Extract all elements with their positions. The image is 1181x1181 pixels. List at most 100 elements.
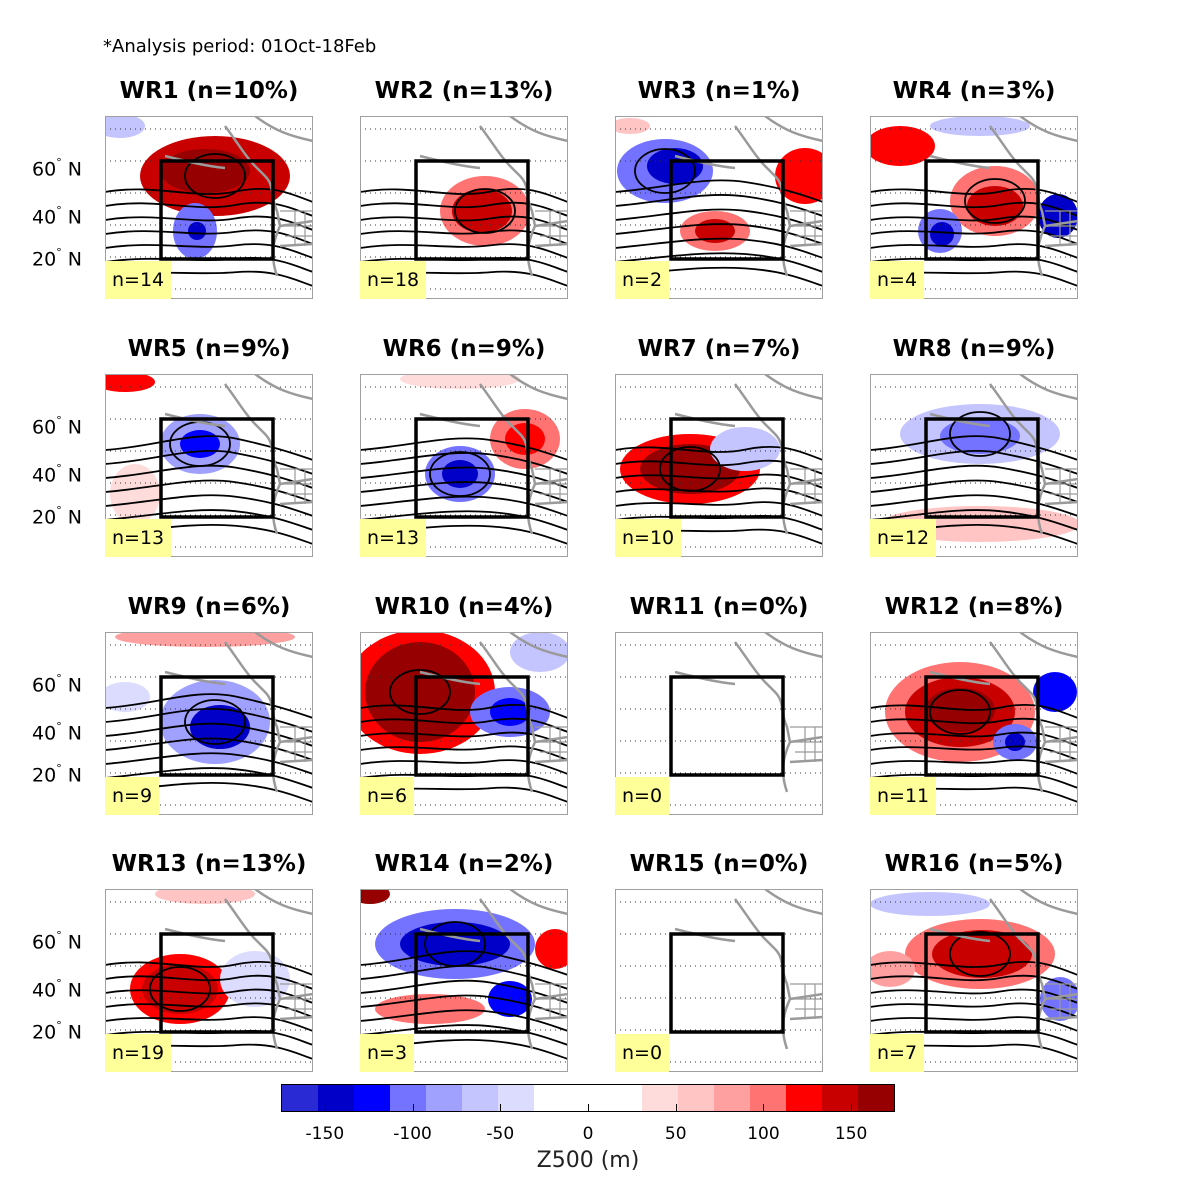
height-contour: [870, 479, 1078, 503]
colorbar-tick-label: 50: [664, 1124, 687, 1144]
colorbar-tick-label: 150: [834, 1124, 868, 1144]
count-badge: n=0: [615, 1034, 670, 1072]
colorbar-tick-label: -100: [393, 1124, 432, 1144]
height-contour: [360, 965, 568, 990]
regime-panel: WR15 (n=0%) n=0: [615, 851, 823, 1072]
state-borders: [535, 210, 568, 246]
state-borders: [1045, 726, 1078, 762]
height-contour: [615, 179, 823, 203]
panel-title: WR2 (n=13%): [374, 78, 554, 104]
state-borders: [535, 983, 568, 1019]
height-contour: [105, 974, 313, 990]
panel-title: WR13 (n=13%): [111, 851, 307, 877]
latitude-label: 40° N: [32, 977, 82, 1002]
anomaly-shading: [870, 892, 1078, 1021]
latitude-label: 20° N: [32, 246, 82, 271]
regime-panel: WR8 (n=9%) n=12: [870, 336, 1078, 557]
height-contour: [615, 445, 823, 461]
colorbar-tick-mark: [412, 1104, 414, 1112]
state-borders: [1045, 468, 1078, 504]
height-contour: [870, 450, 1078, 475]
latitude-label: 60° N: [32, 414, 82, 439]
colorbar-cell: [714, 1085, 750, 1111]
height-contour: [634, 148, 696, 194]
height-contour: [360, 1024, 568, 1046]
height-contour: [659, 446, 721, 492]
height-contour: [105, 229, 313, 245]
colorbar-tick-mark: [675, 1104, 677, 1112]
state-borders: [280, 726, 313, 762]
colorbar-tick-label: -50: [486, 1124, 515, 1144]
latitude-label: 40° N: [32, 720, 82, 745]
state-borders: [535, 726, 568, 762]
colorbar-tick-mark: [763, 1104, 765, 1112]
z500-anomaly-map: [870, 889, 1078, 1072]
anomaly-cell: [365, 642, 475, 742]
colorbar-tick-label: 100: [747, 1124, 780, 1144]
colorbar-cell: [786, 1085, 822, 1111]
z500-anomaly-map: [870, 632, 1078, 815]
height-contour: [360, 481, 568, 503]
height-contour: [870, 187, 1078, 203]
colorbar-label: Z500 (m): [536, 1148, 640, 1173]
anomaly-shading: [440, 176, 530, 246]
count-badge: n=14: [105, 261, 172, 299]
count-badge: n=10: [615, 519, 682, 557]
domain-box: [669, 932, 785, 1034]
regime-panel: WR4 (n=3%) n=4: [870, 78, 1078, 299]
height-contour: [870, 1016, 1078, 1032]
anomaly-cell: [155, 889, 255, 904]
height-contour: [870, 509, 1078, 531]
anomaly-cell: [488, 981, 532, 1017]
panel-title: WR4 (n=3%): [892, 78, 1056, 104]
height-contour: [615, 237, 823, 259]
height-contour: [870, 759, 1078, 775]
height-contour: [105, 767, 313, 789]
height-contour: [870, 703, 1078, 719]
regime-panel: WR9 (n=6%) n=9: [105, 594, 313, 815]
height-contour: [105, 201, 313, 217]
anomaly-cell: [452, 189, 512, 233]
panel-title: WR7 (n=7%): [637, 336, 801, 362]
anomaly-cell: [930, 116, 1030, 136]
regime-panel: WR5 (n=9%) n=13: [105, 336, 313, 557]
analysis-period-note: *Analysis period: 01Oct-18Feb: [103, 36, 377, 57]
regime-panel: WR2 (n=13%) n=18: [360, 78, 568, 299]
height-contour: [184, 153, 246, 199]
z500-anomaly-map: [360, 889, 568, 1072]
anomaly-cell: [188, 222, 206, 240]
anomaly-cell: [442, 460, 478, 488]
domain-box: [924, 932, 1040, 1034]
panel-title: WR1 (n=10%): [119, 78, 299, 104]
height-contour: [870, 494, 1078, 517]
colorbar-cell: [822, 1085, 858, 1111]
height-contour: [870, 1002, 1078, 1018]
height-contour: [360, 950, 568, 976]
count-badge: n=12: [870, 519, 937, 557]
count-badge: n=2: [615, 261, 670, 299]
count-badge: n=19: [105, 1034, 172, 1072]
height-contour: [105, 1002, 313, 1018]
domain-box: [414, 417, 530, 519]
height-contour: [105, 479, 313, 503]
height-contour: [870, 201, 1078, 217]
anomaly-cell: [490, 698, 530, 726]
z500-anomaly-map: [105, 889, 313, 1072]
count-badge: n=6: [360, 777, 415, 815]
anomaly-cell: [870, 126, 935, 166]
height-contour: [870, 745, 1078, 761]
panel-title: WR14 (n=2%): [374, 851, 554, 877]
height-contour: [184, 699, 246, 745]
latitude-label: 40° N: [32, 462, 82, 487]
anomaly-shading: [620, 427, 780, 504]
state-borders: [790, 468, 823, 504]
anomaly-shading: [105, 116, 290, 259]
anomaly-cell: [1005, 733, 1025, 751]
count-badge: n=18: [360, 261, 427, 299]
height-contour: [105, 960, 313, 976]
colorbar-cell: [282, 1085, 318, 1111]
panel-title: WR15 (n=0%): [629, 851, 809, 877]
height-contour: [360, 1009, 568, 1032]
colorbar-cell: [426, 1085, 462, 1111]
domain-box: [414, 159, 530, 261]
